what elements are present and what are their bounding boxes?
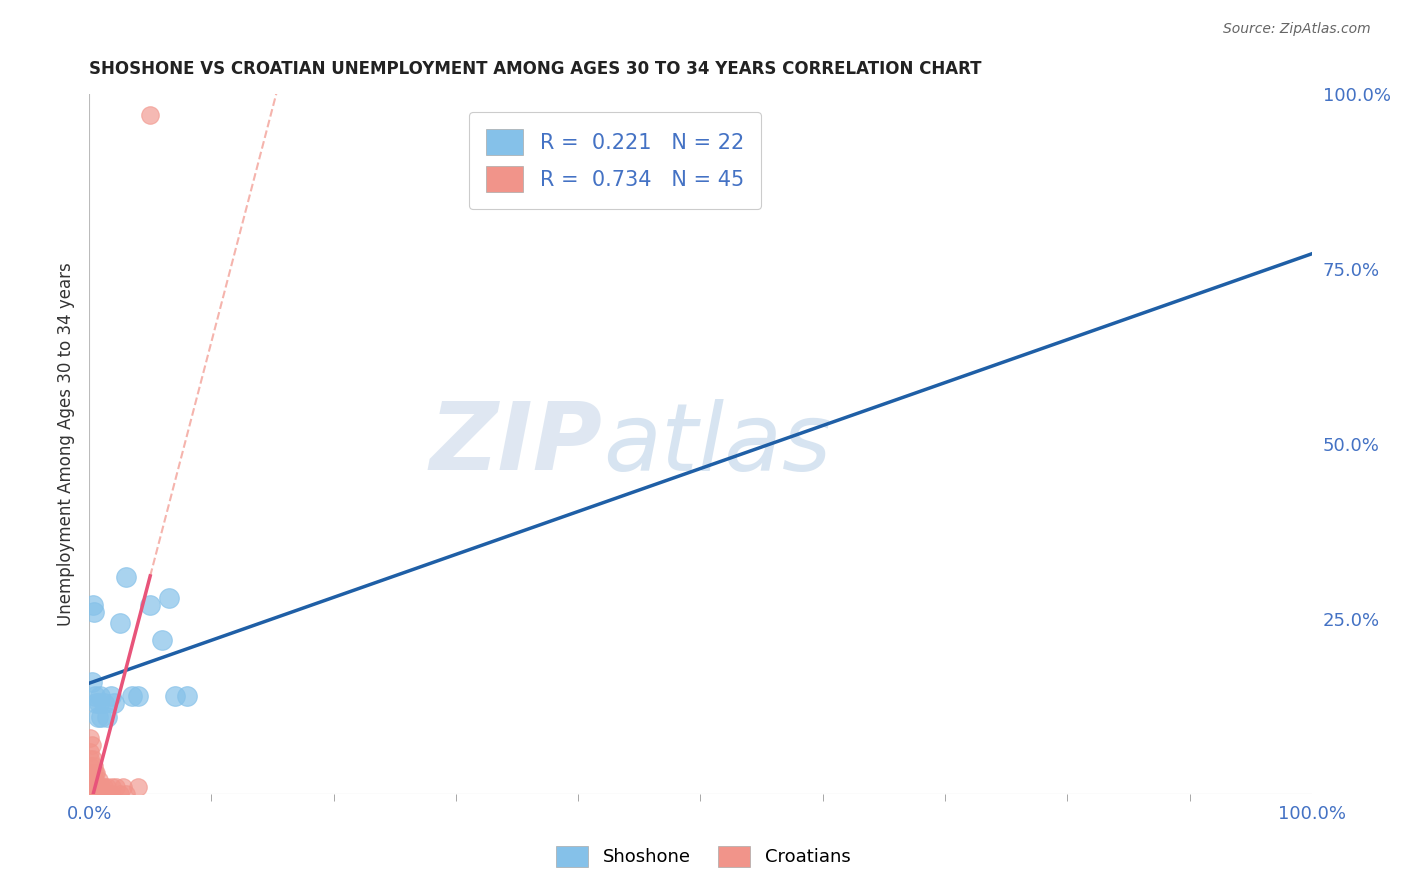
Point	[121, 690, 143, 704]
Point	[152, 633, 174, 648]
Point	[93, 780, 115, 795]
Point	[84, 766, 107, 780]
Point	[86, 766, 108, 780]
Point	[82, 766, 104, 780]
Point	[90, 710, 112, 724]
Point	[108, 615, 131, 630]
Point	[97, 788, 120, 802]
Point	[112, 780, 135, 795]
Point	[100, 788, 122, 802]
Text: atlas: atlas	[603, 399, 831, 490]
Point	[79, 766, 101, 780]
Point	[84, 788, 107, 802]
Point	[82, 752, 104, 766]
Point	[176, 690, 198, 704]
Point	[139, 599, 162, 613]
Point	[84, 773, 107, 788]
Point	[83, 788, 105, 802]
Point	[80, 780, 103, 795]
Point	[80, 788, 103, 802]
Point	[90, 780, 112, 795]
Point	[86, 710, 108, 724]
Point	[108, 788, 131, 802]
Point	[84, 690, 107, 704]
Point	[96, 710, 118, 724]
Legend: R =  0.221   N = 22, R =  0.734   N = 45: R = 0.221 N = 22, R = 0.734 N = 45	[470, 112, 761, 209]
Point	[93, 697, 115, 711]
Point	[83, 759, 105, 773]
Point	[157, 591, 180, 606]
Point	[79, 759, 101, 773]
Point	[94, 788, 117, 802]
Point	[100, 690, 122, 704]
Point	[79, 773, 101, 788]
Point	[139, 108, 162, 122]
Point	[89, 788, 111, 802]
Legend: Shoshone, Croatians: Shoshone, Croatians	[548, 838, 858, 874]
Text: ZIP: ZIP	[430, 399, 603, 491]
Point	[86, 780, 108, 795]
Point	[79, 766, 101, 780]
Point	[127, 690, 149, 704]
Point	[101, 780, 124, 795]
Point	[114, 788, 136, 802]
Point	[114, 570, 136, 584]
Point	[87, 788, 110, 802]
Point	[83, 606, 105, 620]
Point	[80, 739, 103, 753]
Point	[80, 675, 103, 690]
Y-axis label: Unemployment Among Ages 30 to 34 years: Unemployment Among Ages 30 to 34 years	[58, 262, 75, 626]
Point	[82, 788, 104, 802]
Point	[103, 697, 125, 711]
Point	[89, 780, 111, 795]
Point	[89, 690, 111, 704]
Point	[79, 745, 101, 759]
Point	[96, 780, 118, 795]
Point	[82, 780, 104, 795]
Point	[79, 731, 101, 746]
Point	[79, 788, 101, 802]
Point	[127, 780, 149, 795]
Point	[87, 697, 110, 711]
Point	[86, 780, 108, 795]
Text: SHOSHONE VS CROATIAN UNEMPLOYMENT AMONG AGES 30 TO 34 YEARS CORRELATION CHART: SHOSHONE VS CROATIAN UNEMPLOYMENT AMONG …	[89, 60, 981, 78]
Point	[79, 752, 101, 766]
Point	[80, 780, 103, 795]
Point	[86, 697, 108, 711]
Point	[87, 773, 110, 788]
Point	[82, 599, 104, 613]
Point	[80, 766, 103, 780]
Point	[163, 690, 186, 704]
Point	[83, 773, 105, 788]
Text: Source: ZipAtlas.com: Source: ZipAtlas.com	[1223, 22, 1371, 37]
Point	[80, 766, 103, 780]
Point	[86, 788, 108, 802]
Point	[104, 780, 127, 795]
